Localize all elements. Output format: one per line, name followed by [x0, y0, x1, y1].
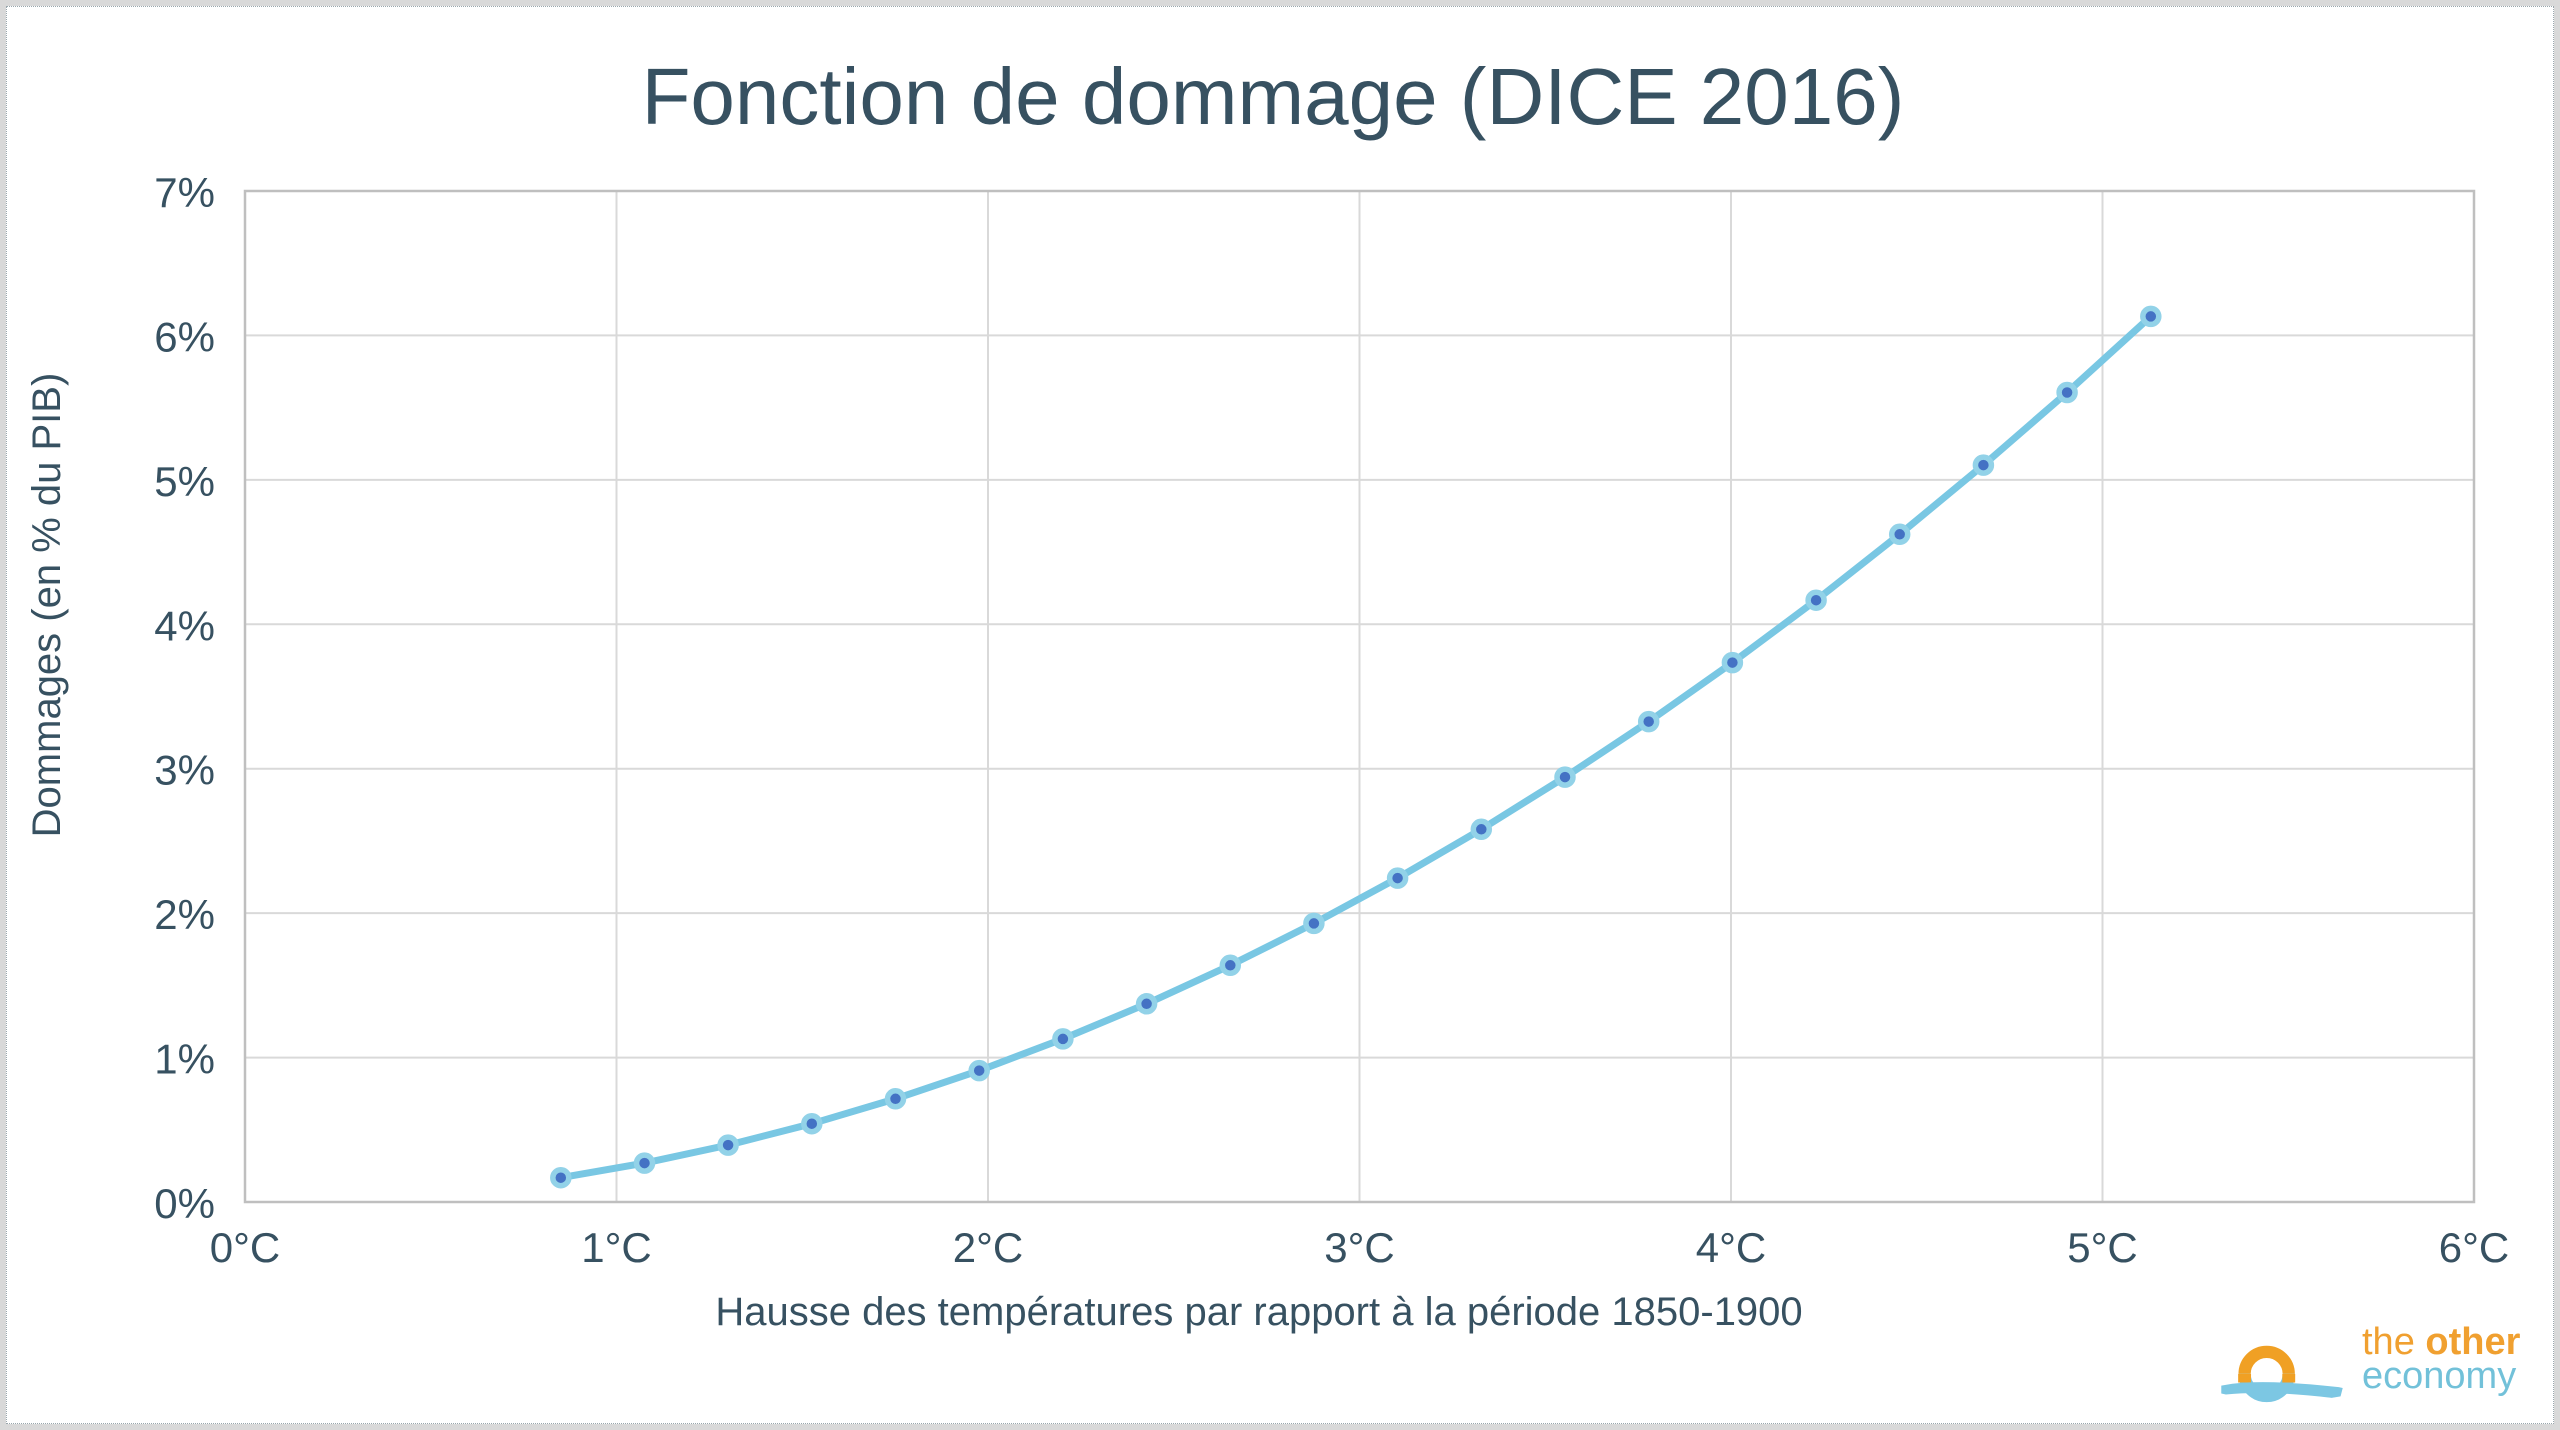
svg-text:3%: 3% [154, 747, 215, 794]
svg-text:4%: 4% [154, 602, 215, 649]
svg-text:1%: 1% [154, 1036, 215, 1083]
svg-text:6%: 6% [154, 313, 215, 360]
svg-text:2°C: 2°C [953, 1224, 1024, 1271]
svg-text:4°C: 4°C [1696, 1224, 1767, 1271]
svg-text:2%: 2% [154, 891, 215, 938]
svg-text:5°C: 5°C [2067, 1224, 2138, 1271]
svg-text:3°C: 3°C [1324, 1224, 1395, 1271]
svg-text:7%: 7% [154, 169, 215, 216]
svg-text:6°C: 6°C [2439, 1224, 2510, 1271]
svg-text:0%: 0% [154, 1180, 215, 1227]
svg-text:5%: 5% [154, 458, 215, 505]
svg-text:1°C: 1°C [581, 1224, 652, 1271]
svg-text:0°C: 0°C [210, 1224, 281, 1271]
